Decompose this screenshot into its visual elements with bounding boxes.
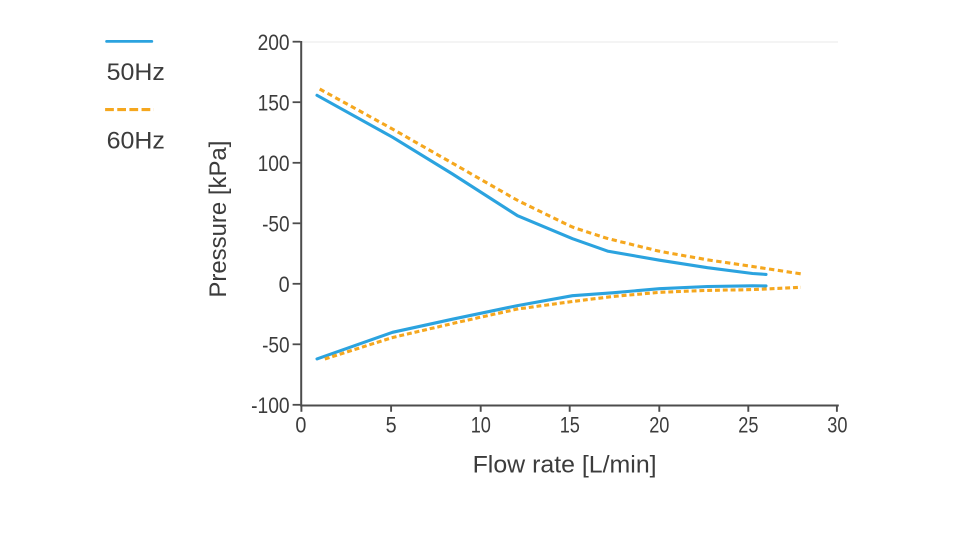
svg-text:Pressure [kPa]: Pressure [kPa] xyxy=(205,141,232,298)
svg-text:Flow rate [L/min]: Flow rate [L/min] xyxy=(473,452,657,479)
svg-text:-50: -50 xyxy=(262,333,290,358)
svg-text:20: 20 xyxy=(649,412,669,437)
svg-text:-100: -100 xyxy=(251,393,290,418)
svg-text:-50: -50 xyxy=(262,212,290,237)
svg-text:0: 0 xyxy=(279,272,290,297)
svg-text:60Hz: 60Hz xyxy=(107,128,165,155)
svg-text:30: 30 xyxy=(827,412,847,437)
svg-text:50Hz: 50Hz xyxy=(107,59,165,86)
svg-text:5: 5 xyxy=(386,412,397,437)
svg-text:200: 200 xyxy=(258,30,290,55)
svg-text:150: 150 xyxy=(258,91,290,116)
svg-text:0: 0 xyxy=(295,412,306,437)
svg-text:15: 15 xyxy=(560,412,580,437)
svg-text:25: 25 xyxy=(738,412,758,437)
svg-text:10: 10 xyxy=(471,412,491,437)
svg-text:100: 100 xyxy=(258,151,290,176)
